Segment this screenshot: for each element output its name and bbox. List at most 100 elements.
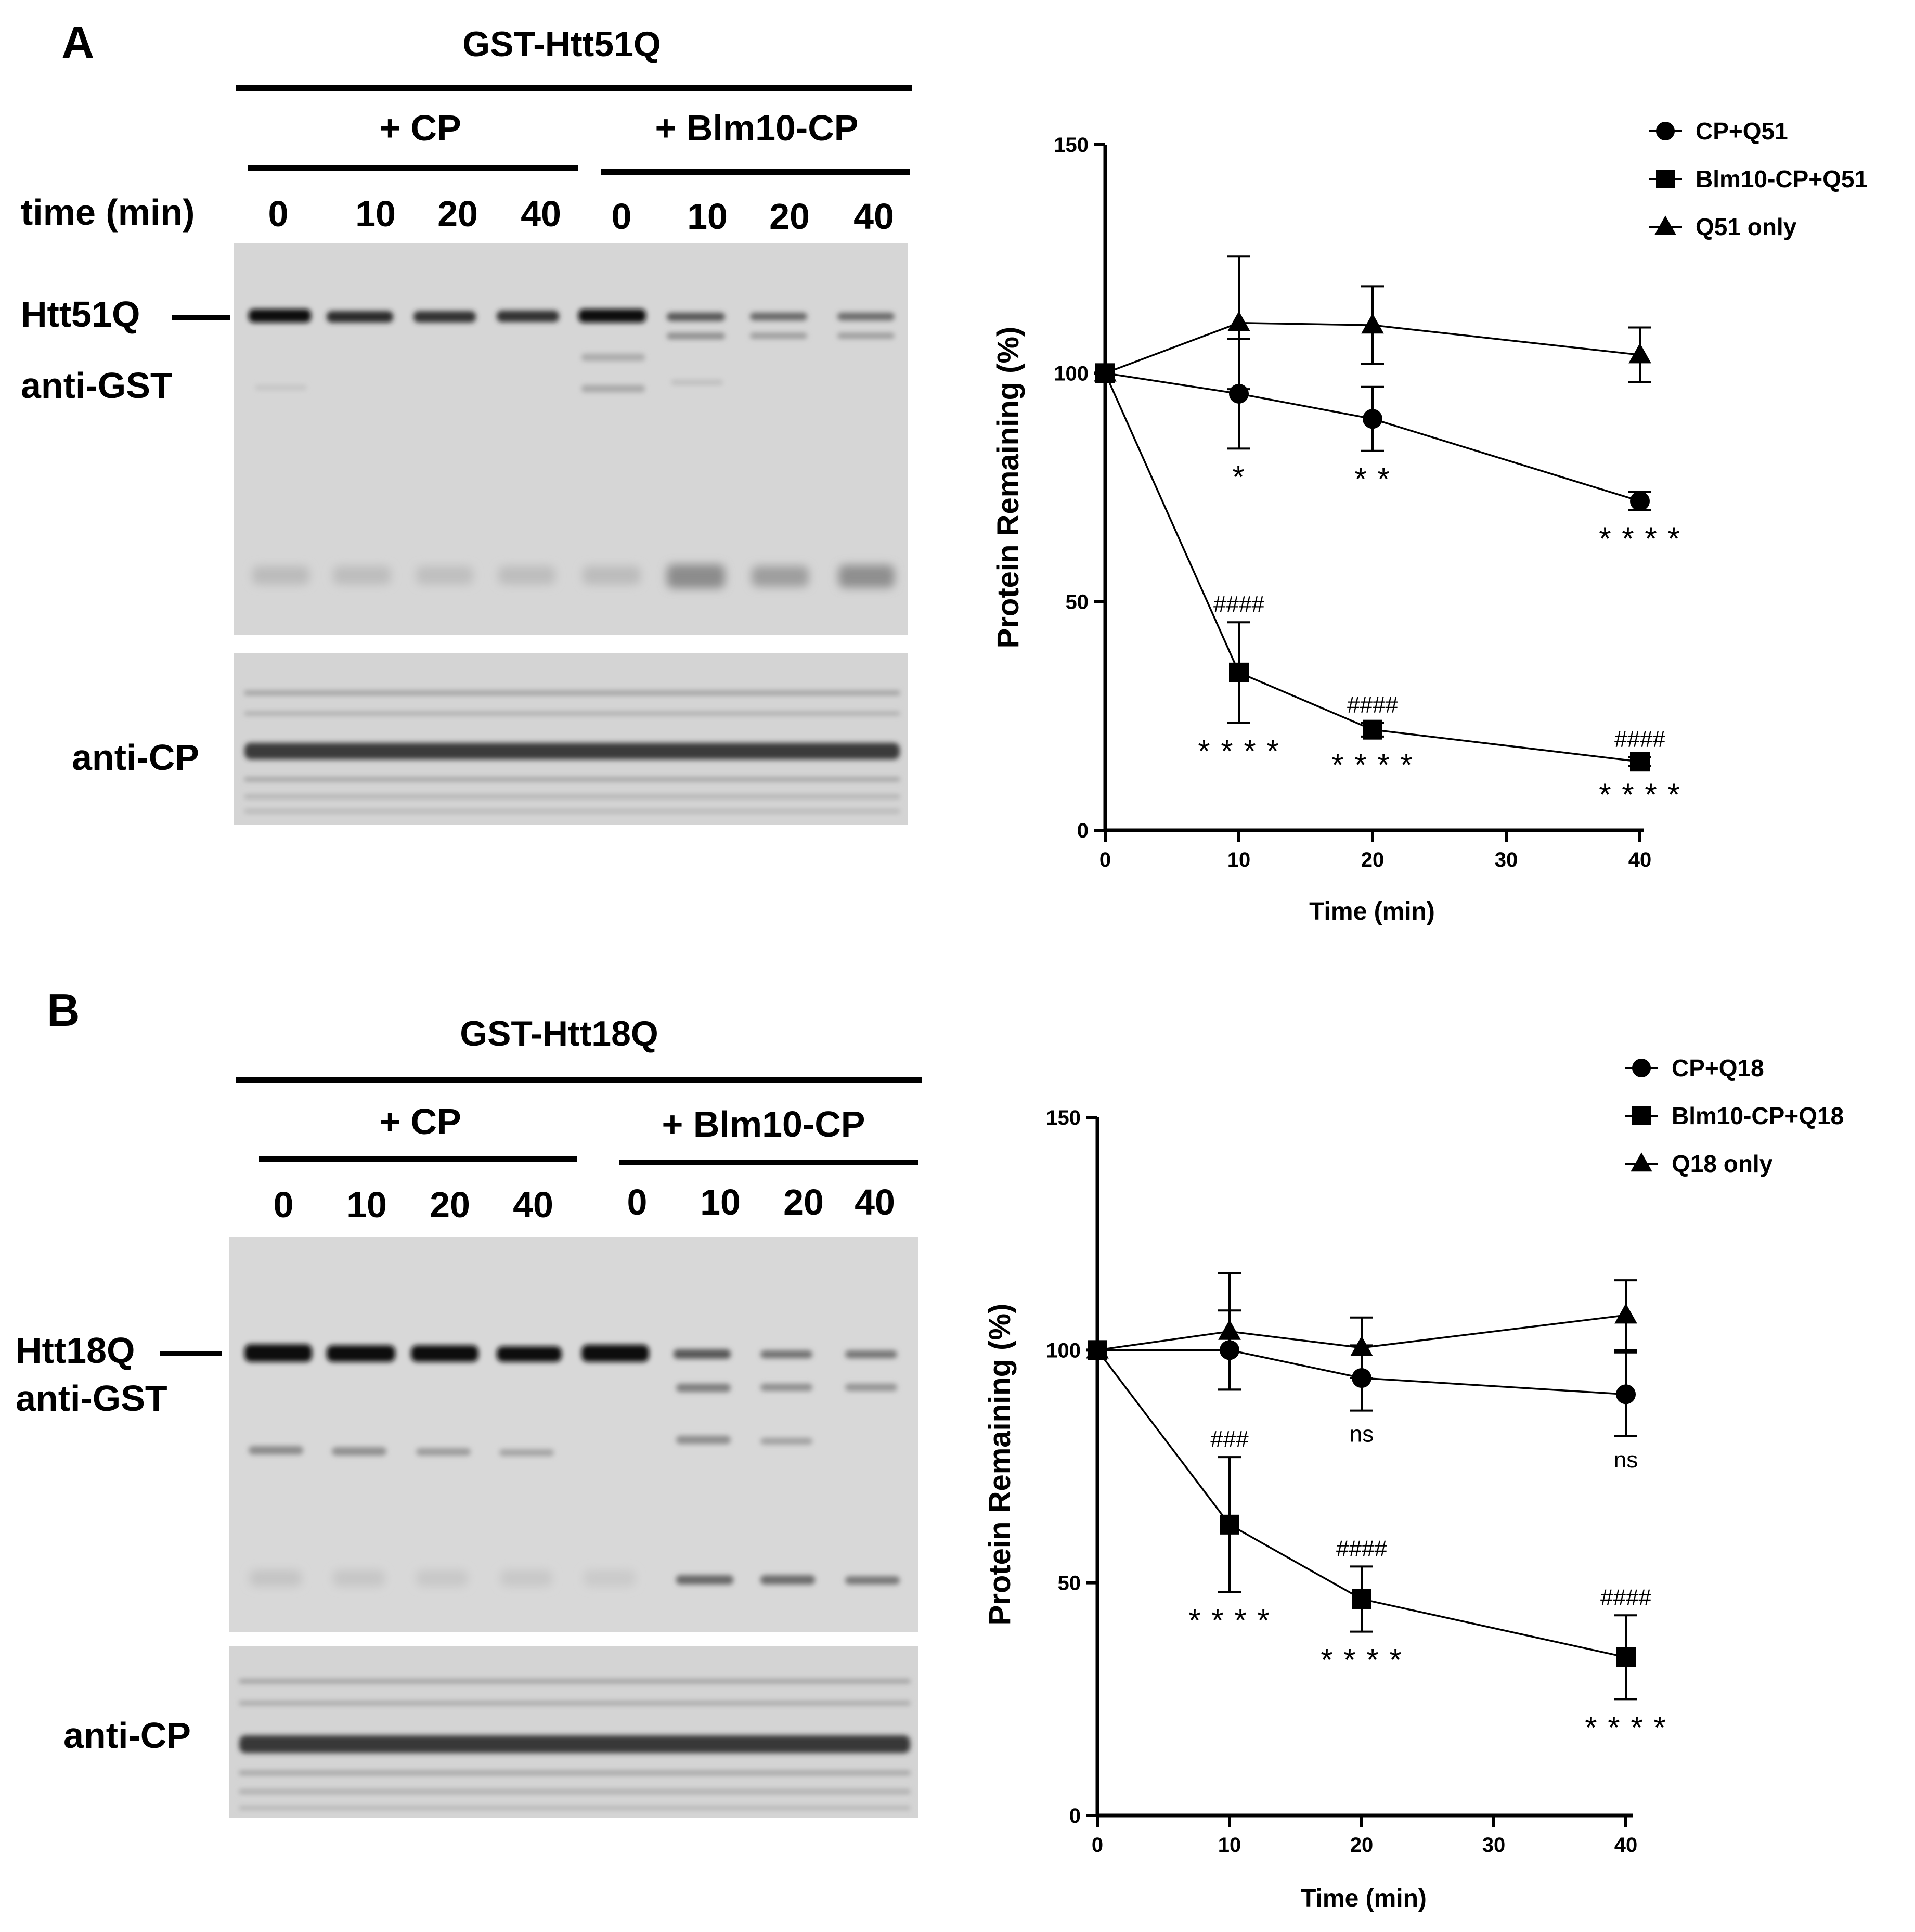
- y-tick-label: 50: [1058, 1572, 1081, 1595]
- blot-band: [676, 1436, 731, 1444]
- blot-band: [671, 380, 723, 385]
- blot-band: [327, 311, 393, 323]
- blot-band: [845, 1384, 897, 1391]
- hash-significance-label: ####: [1347, 692, 1398, 718]
- panel-b-lane-label: 10: [700, 1182, 741, 1222]
- blot-band: [244, 712, 900, 715]
- panel-b-cp-blot-label: anti-CP: [63, 1715, 191, 1756]
- x-tick-label: 0: [1092, 1834, 1103, 1857]
- blot-band: [581, 385, 645, 392]
- data-point: [1616, 1384, 1636, 1405]
- blot-band: [581, 354, 645, 361]
- series-circle: ns ns: [1088, 1309, 1638, 1473]
- chart-a-xlabel: Time (min): [1309, 898, 1435, 925]
- blot-band: [244, 795, 900, 798]
- panel-b-lane-label: 40: [513, 1184, 553, 1225]
- blot-band: [239, 1735, 910, 1753]
- panel-b-band-label-gst: anti-GST: [16, 1378, 167, 1419]
- panel-b-gst-blot: [229, 1237, 918, 1632]
- panel-b-band-label-htt: Htt18Q: [16, 1330, 135, 1371]
- data-point: [1227, 311, 1250, 331]
- chart-a-axes: [1103, 145, 1644, 832]
- blot-band: [498, 566, 555, 585]
- panel-b-lane-label: 10: [346, 1184, 387, 1225]
- x-tick-label: 30: [1482, 1834, 1506, 1857]
- series-square: * * * * #### * * * * #### * * * * ####: [1095, 363, 1680, 812]
- panel-b-lane-label: 0: [274, 1184, 294, 1225]
- blot-band: [837, 313, 895, 320]
- blot-band: [239, 1789, 910, 1794]
- blot-band: [845, 1350, 897, 1358]
- data-point: [1086, 1338, 1109, 1359]
- blot-membrane: [234, 653, 908, 825]
- series-triangle: [1094, 255, 1651, 391]
- legend-label: Blm10-CP+Q18: [1672, 1102, 1844, 1129]
- blot-band: [239, 1806, 910, 1810]
- series-triangle: [1086, 1272, 1637, 1391]
- blot-band: [667, 313, 725, 321]
- blot-band: [752, 566, 809, 587]
- significance-label: * * * *: [1188, 1603, 1270, 1638]
- chart-a-ylabel: Protein Remaining (%): [991, 327, 1025, 649]
- blot-band: [500, 1570, 552, 1587]
- blot-band: [244, 743, 900, 759]
- panel-b-blm-bar: [619, 1160, 918, 1165]
- x-tick-label: 20: [1350, 1834, 1374, 1857]
- blot-band: [327, 1345, 395, 1362]
- y-tick-label: 100: [1054, 362, 1089, 385]
- blot-band: [332, 1447, 386, 1456]
- x-tick-label: 40: [1614, 1834, 1638, 1857]
- significance-label: * * * *: [1198, 734, 1279, 769]
- legend-marker: [1631, 1152, 1652, 1172]
- panel-b-lane-label: 40: [855, 1182, 895, 1222]
- panel-a-lane-label: 40: [521, 194, 561, 234]
- chart-a-xticks: 0 10 20 30 40: [1099, 830, 1651, 871]
- y-tick-label: 0: [1069, 1805, 1081, 1827]
- panel-a-lane-label: 0: [612, 196, 632, 237]
- significance-label: * * * *: [1331, 748, 1413, 782]
- blot-band: [244, 691, 900, 695]
- panel-b: B GST-Htt18Q + CP + Blm10-CP 0 10 20 40 …: [16, 984, 1844, 1912]
- blot-band: [333, 1570, 385, 1587]
- blot-band: [750, 333, 807, 339]
- significance-label: * * * *: [1599, 521, 1680, 556]
- legend-item: Blm10-CP+Q51: [1649, 165, 1868, 192]
- blot-band: [413, 311, 476, 323]
- panel-a-lane-label: 20: [437, 194, 478, 234]
- blot-membrane: [229, 1237, 918, 1632]
- x-tick-label: 40: [1628, 848, 1652, 871]
- series-line: [1104, 372, 1640, 763]
- legend-label: Blm10-CP+Q51: [1696, 165, 1868, 192]
- legend-label: CP+Q51: [1696, 118, 1788, 145]
- blot-band: [333, 566, 391, 585]
- significance-label: * * * *: [1585, 1710, 1666, 1745]
- y-tick-label: 100: [1046, 1339, 1081, 1362]
- panel-a-band-label-gst: anti-GST: [21, 365, 173, 406]
- data-point: [1363, 409, 1382, 429]
- data-point: [1616, 1647, 1636, 1667]
- data-point: [1350, 1336, 1373, 1357]
- hash-significance-label: ####: [1336, 1536, 1387, 1561]
- panel-a-group-cp: + CP: [379, 108, 461, 148]
- series-circle: * * * * * * *: [1095, 338, 1680, 556]
- blot-band: [249, 1446, 303, 1454]
- blot-band: [760, 1350, 812, 1358]
- blot-band: [760, 1384, 812, 1391]
- panel-b-cp-bar: [259, 1156, 577, 1162]
- series-line: [1105, 321, 1640, 374]
- panel-a-lane-label: 10: [687, 196, 728, 237]
- panel-b-construct: GST-Htt18Q: [460, 1014, 658, 1053]
- panel-a-lane-label: 0: [268, 194, 289, 234]
- panel-a-lane-label: 10: [355, 194, 396, 234]
- chart-b-legend: CP+Q18 Blm10-CP+Q18 Q18 only: [1625, 1054, 1844, 1177]
- blot-band: [676, 1575, 733, 1585]
- blot-band: [674, 1349, 731, 1359]
- panel-a-construct: GST-Htt51Q: [462, 24, 661, 64]
- chart-b-series: ns ns * * * * ### * * * * #### * * * * ####: [1086, 1272, 1666, 1745]
- panel-a-gst-blot: [234, 243, 908, 635]
- series-line: [1096, 1349, 1626, 1658]
- chart-a-yticks: 0 50 100 150: [1054, 134, 1105, 842]
- panel-a-band-label-htt: Htt51Q: [21, 294, 140, 334]
- panel-a-chart: 0 50 100 150 0 10 20 30 40 Protein Remaining (%…: [991, 118, 1868, 925]
- blot-band: [667, 333, 725, 339]
